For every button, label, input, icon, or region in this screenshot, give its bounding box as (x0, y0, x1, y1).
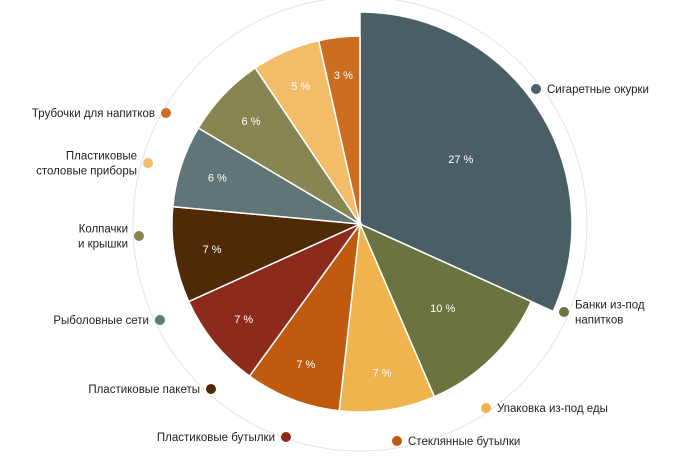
legend-marker-7 (134, 231, 144, 241)
category-label: Пластиковые (66, 151, 137, 163)
category-label: Стеклянные бутылки (408, 436, 520, 448)
legend-marker-5 (206, 384, 216, 394)
category-label: Пластиковые пакеты (88, 384, 200, 396)
category-label: столовые приборы (36, 166, 137, 178)
slice-value-label: 6 % (208, 173, 227, 185)
pie-slice-2[interactable] (338, 221, 436, 413)
pie-slice-3[interactable] (248, 221, 362, 412)
pie-slice-1[interactable] (358, 222, 533, 398)
category-label: Банки из-под (575, 300, 645, 312)
slice-value-label: 7 % (296, 359, 315, 371)
slice-value-label: 10 % (430, 303, 455, 315)
legend-marker-2 (481, 403, 491, 413)
category-label: Пластиковые бутылки (157, 432, 275, 444)
slice-value-label: 7 % (234, 314, 253, 326)
legend-marker-8 (143, 158, 153, 168)
category-label: Трубочки для напитков (32, 108, 155, 120)
pie-slice-5[interactable] (171, 205, 363, 303)
legend-marker-3 (392, 436, 402, 446)
legend-marker-0 (531, 84, 541, 94)
slice-value-label: 7 % (203, 244, 222, 256)
category-label: напитков (575, 315, 623, 327)
legend-marker-6 (155, 315, 165, 325)
category-label: Упаковка из-под еды (497, 403, 608, 415)
category-label: и крышки (78, 239, 128, 251)
pie-slice-9[interactable] (317, 35, 361, 225)
legend-marker-9 (161, 108, 171, 118)
slice-value-label: 27 % (448, 154, 473, 166)
pie-slices (171, 11, 573, 413)
slice-value-label: 7 % (373, 367, 392, 379)
pie-slice-4[interactable] (187, 222, 363, 378)
slice-value-label: 3 % (334, 70, 353, 82)
category-label: Рыболовные сети (53, 315, 149, 327)
category-labels: Сигаретные окурки Банки из-под напитков Упа… (32, 84, 649, 448)
legend-marker-4 (281, 432, 291, 442)
category-label: Колпачки (79, 224, 128, 236)
value-labels: 27 % 10 % 7 % 7 % 7 % 7 % 6 % 6 % 5 % 3 % (203, 70, 474, 379)
slice-value-label: 6 % (242, 116, 261, 128)
slice-value-label: 5 % (291, 81, 310, 93)
pie-slice-0[interactable] (359, 11, 573, 313)
chart-outer-ring (132, 0, 588, 452)
legend-marker-1 (559, 307, 569, 317)
category-label: Сигаретные окурки (547, 84, 649, 96)
